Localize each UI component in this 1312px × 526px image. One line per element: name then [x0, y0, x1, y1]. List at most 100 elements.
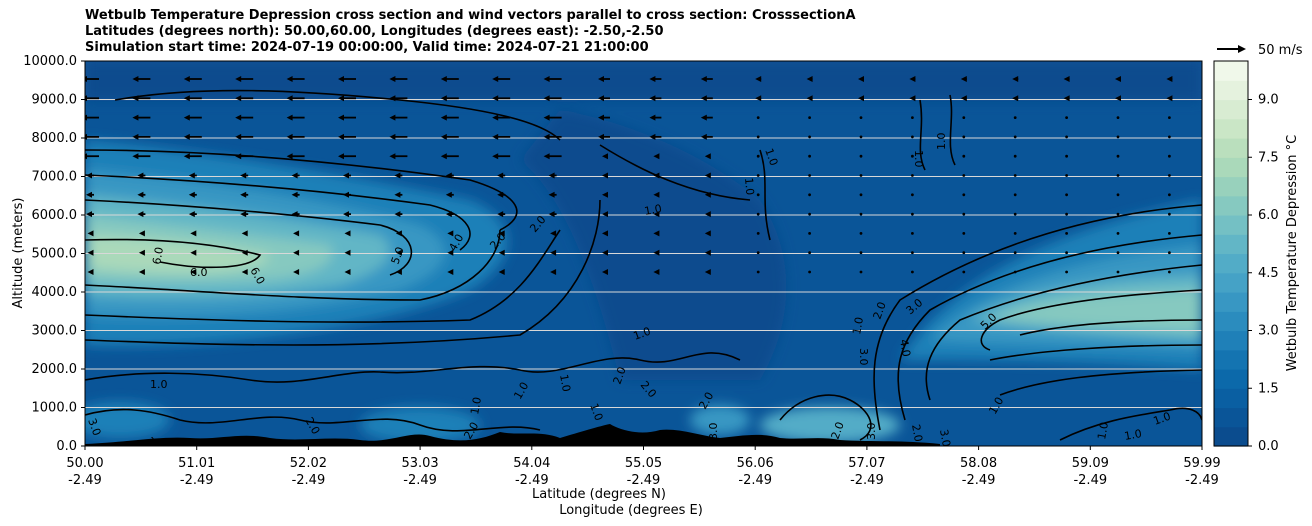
wind-vector [235, 114, 254, 121]
wind-vector [497, 172, 506, 179]
wind-vector [1065, 174, 1068, 177]
colorbar-level [1214, 157, 1248, 178]
wind-vector [911, 135, 914, 139]
wind-vector [598, 95, 610, 102]
wind-vector [756, 174, 760, 177]
wind-vector [241, 249, 248, 256]
y-tick-label: 6000.0 [32, 208, 78, 223]
wind-vector [911, 154, 914, 158]
chart-title-line-3: Simulation start time: 2024-07-19 00:00:… [85, 40, 649, 55]
x-tick-label-lat: 55.05 [625, 456, 662, 471]
contour-label: 1.0 [468, 396, 484, 415]
wind-vector [543, 95, 562, 102]
wind-vector [291, 172, 300, 179]
wind-vector [344, 269, 351, 275]
wind-vector [704, 211, 711, 218]
contour-label: 2.0 [611, 365, 629, 386]
wind-vector [602, 211, 608, 218]
wind-vector [653, 153, 660, 160]
x-axis-label-longitude: Longitude (degrees E) [559, 503, 703, 518]
wind-vector [808, 232, 811, 235]
wind-key-label: 50 m/s [1258, 43, 1303, 58]
wind-vector [395, 269, 402, 275]
x-tick-label-lat: 59.99 [1183, 456, 1220, 471]
wind-vector [808, 154, 811, 158]
wind-vector [389, 76, 408, 82]
colorbar-level [1214, 407, 1248, 428]
wind-vector [183, 76, 202, 82]
x-tick-label-lon: -2.49 [180, 473, 214, 488]
contour-21 [1059, 407, 1202, 441]
x-tick-label-lat: 52.02 [290, 456, 327, 471]
wind-vector [911, 232, 914, 235]
contour-23 [949, 94, 956, 166]
contour-17 [999, 369, 1202, 396]
x-tick-label-lat: 59.09 [1072, 456, 1109, 471]
contour-labels: 6.0 6.0 6.0 5.0 4.0 2.0 2.0 1.0 1.0 1.0 … [85, 133, 1172, 447]
wind-vector [700, 95, 713, 102]
wind-vector [190, 269, 197, 275]
wind-vector [1168, 212, 1171, 216]
wind-vector [190, 230, 197, 237]
wind-vector [183, 95, 202, 102]
wind-vector [1168, 174, 1171, 177]
contour-label: 3.0 [85, 417, 103, 438]
contour-label: 1.0 [150, 378, 168, 391]
wind-vector [1116, 251, 1120, 255]
wind-vector [911, 270, 914, 274]
wind-vector [653, 249, 660, 256]
colorbar-level [1214, 195, 1248, 216]
wind-vector [911, 193, 914, 197]
contour-label: 1.0 [587, 402, 605, 423]
wind-vector [440, 153, 459, 160]
wind-vector [132, 95, 151, 102]
wind-vector [293, 230, 300, 237]
wind-vector [859, 212, 863, 216]
wind-vector [1013, 154, 1017, 158]
wind-vector [808, 193, 811, 197]
wind-vector [962, 193, 966, 197]
wind-vector [137, 211, 146, 218]
wind-vector [806, 95, 813, 102]
wind-vector [447, 249, 454, 256]
contour-11 [873, 204, 1202, 431]
contour-19 [85, 408, 541, 432]
wind-vector [858, 76, 864, 82]
wind-vector [188, 191, 197, 198]
colorbar-level [1214, 369, 1248, 389]
wind-vector [1013, 135, 1017, 139]
wind-vector [132, 114, 151, 121]
contour-4 [85, 199, 413, 276]
wind-vector [440, 95, 459, 102]
wind-vector [1116, 116, 1120, 119]
colorbar-level [1214, 80, 1248, 101]
wind-vector [700, 133, 713, 140]
wind-vector [492, 114, 511, 121]
wind-vector [602, 153, 608, 160]
contour-6 [85, 229, 501, 301]
wind-vector [138, 269, 145, 275]
wind-vector [649, 76, 662, 82]
wind-vector [498, 230, 505, 237]
wind-vector [859, 270, 863, 274]
wind-vector [808, 270, 811, 274]
wind-vector [497, 191, 506, 198]
wind-vector [1116, 193, 1120, 197]
wind-vector [87, 269, 94, 275]
wind-vector [132, 76, 151, 82]
wind-vector [859, 174, 863, 177]
x-tick-label-lon: -2.49 [627, 473, 661, 488]
y-tick-label: 10000.0 [23, 54, 77, 69]
wind-vector [286, 153, 305, 160]
contour-16 [989, 344, 1202, 361]
wind-vector [132, 153, 151, 160]
x-tick-label-lon: -2.49 [515, 473, 549, 488]
contour-label: 4.0 [897, 338, 913, 357]
wind-vector [447, 269, 454, 275]
wind-vector [602, 269, 608, 275]
colorbar-tick-label: 3.0 [1258, 324, 1279, 339]
colorbar-level [1214, 215, 1248, 235]
colorbar-ticks: 0.0 1.5 3.0 4.5 6.0 7.5 9.0 [1248, 93, 1279, 454]
wind-vector [1116, 212, 1120, 216]
wind-vector [1065, 212, 1068, 216]
